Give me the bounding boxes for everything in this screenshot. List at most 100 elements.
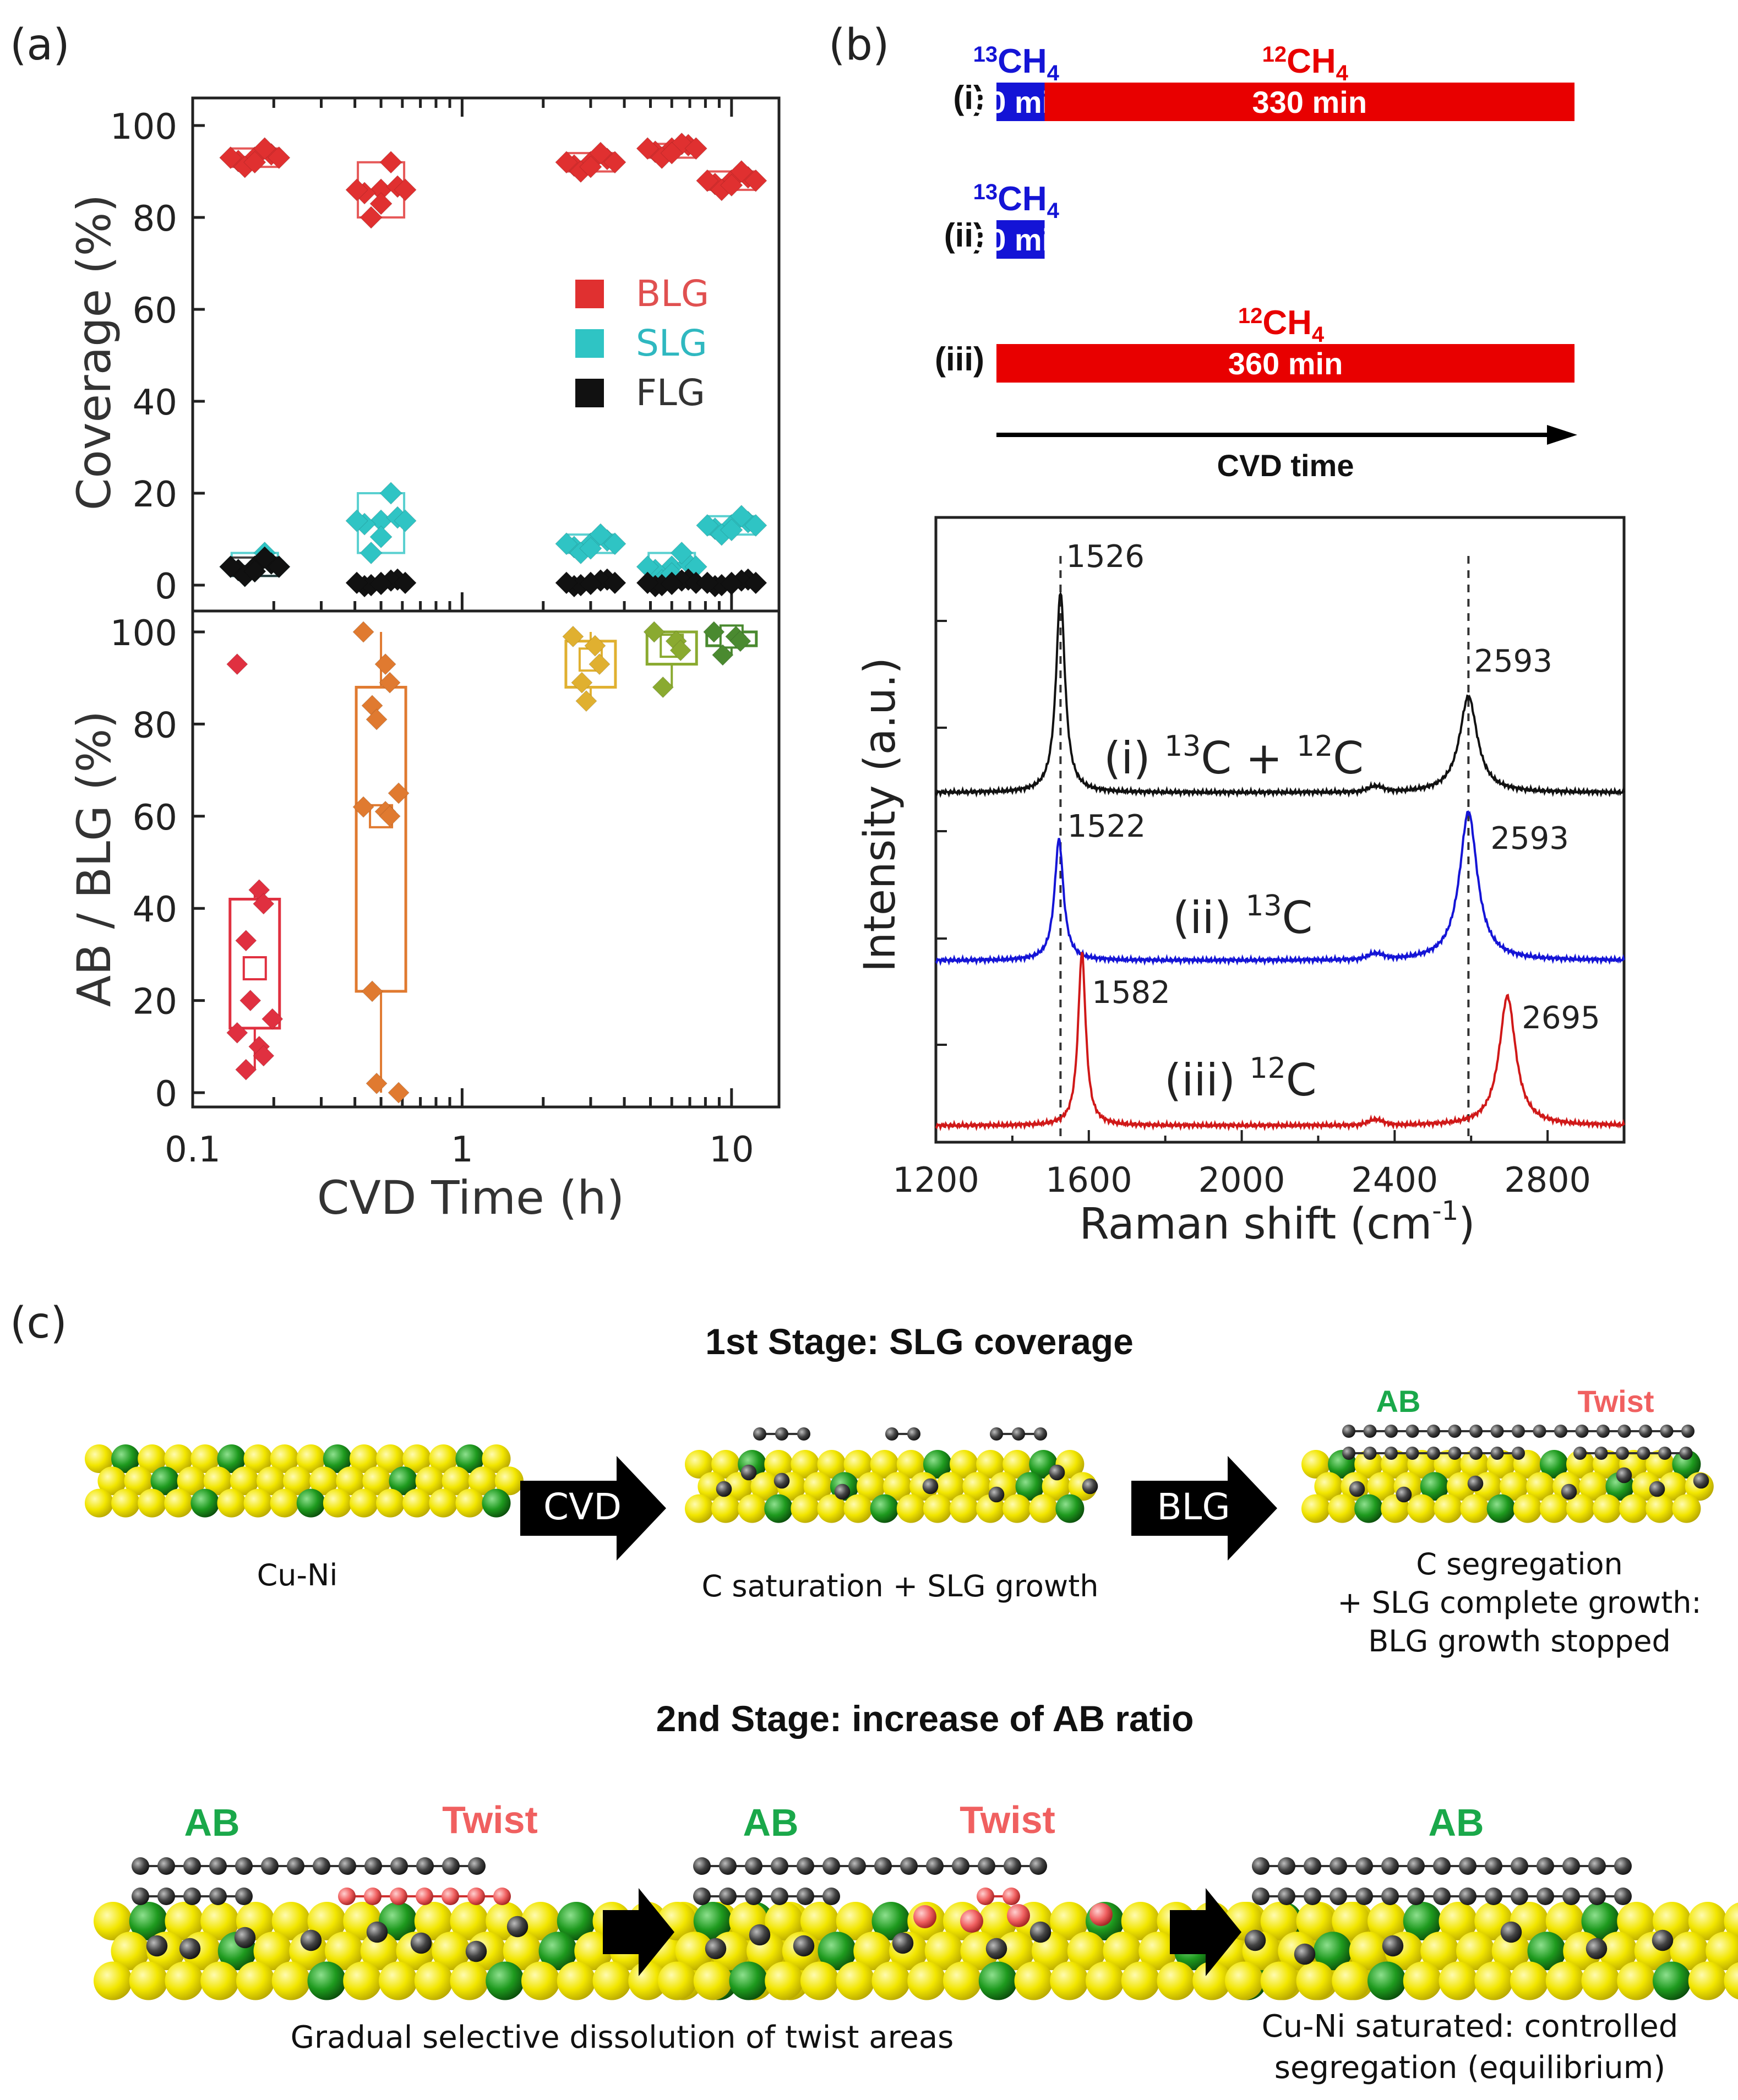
graphene-atom — [822, 1888, 840, 1905]
cu-atom — [450, 1961, 489, 2000]
cu-atom — [1581, 1961, 1620, 2000]
cu-atom — [791, 1494, 820, 1523]
graphene-atom — [1562, 1888, 1580, 1905]
carbon-atom — [1693, 1472, 1709, 1489]
cu-atom — [738, 1494, 767, 1523]
cu-atom — [1491, 1932, 1530, 1971]
a-top-point-flg — [394, 571, 417, 594]
cu-atom — [936, 1472, 965, 1501]
cu-atom — [376, 1488, 405, 1518]
timeline-gas-label: 12CH4 — [1238, 304, 1325, 347]
ni-atom — [323, 1444, 352, 1473]
panel-a-chart: 0 20 40 60 80 100 0 20 40 60 80 100 0.1 1 10 Coverage… — [67, 96, 781, 1225]
graphene-atom — [745, 1857, 762, 1875]
graphene-chain — [753, 1427, 810, 1441]
cu-atom — [350, 1444, 378, 1473]
cu-atom — [442, 1466, 471, 1496]
ni-atom — [1403, 1902, 1442, 1940]
a-bottom-marks — [226, 621, 758, 1104]
graphene-chain — [1252, 1888, 1632, 1905]
label-ab-stage2b: AB — [743, 1801, 798, 1844]
cu-atom — [283, 1466, 312, 1496]
a-bottom-point — [352, 796, 374, 818]
graphene-atom — [235, 1888, 253, 1905]
legend-swatch-flg — [575, 379, 604, 407]
graphene-chain — [338, 1888, 511, 1905]
cu-atom — [243, 1488, 273, 1518]
a-top-point-flg — [345, 571, 368, 594]
a-top-ytick-label: 100 — [110, 107, 177, 148]
cu-atom — [360, 1932, 399, 1971]
a-top-point-blg — [660, 141, 683, 165]
a-top-point-flg — [636, 571, 659, 594]
ni-atom — [1367, 1961, 1406, 2000]
a-top-point-flg — [219, 555, 242, 579]
a-xtick-label: 1 — [451, 1130, 473, 1170]
graphene-chain — [1342, 1425, 1695, 1438]
graphene-atom — [1433, 1857, 1451, 1875]
cu-atom — [1349, 1932, 1388, 1971]
a-bottom-point — [226, 1022, 248, 1044]
graphene-atom — [1573, 1447, 1587, 1460]
graphene-atom — [1278, 1857, 1295, 1875]
carbon-atom — [892, 1932, 914, 1954]
carbon-atom — [773, 1472, 790, 1489]
ni-atom — [729, 1961, 768, 2000]
a-top-point-flg — [603, 571, 626, 594]
cu-atom — [1670, 1932, 1709, 1971]
a-top-point-blg — [684, 137, 707, 160]
cu-atom — [429, 1488, 458, 1518]
cu-atom — [402, 1444, 432, 1473]
carbon-atom — [985, 1938, 1007, 1960]
timeline-row-label: (ii) — [944, 217, 984, 254]
a-top-point-flg — [369, 572, 393, 596]
a-top-point-blg — [636, 137, 659, 160]
cu-atom — [1050, 1902, 1089, 1940]
cu-atom — [165, 1961, 204, 2000]
cu-atom — [871, 1961, 911, 2000]
caption-segregation-3: BLG growth stopped — [1368, 1624, 1671, 1659]
cu-atom — [750, 1472, 780, 1501]
carbon-atom — [1244, 1929, 1266, 1951]
graphene-atom — [416, 1888, 433, 1905]
caption-dissolution: Gradual selective dissolution of twist a… — [291, 2020, 954, 2055]
carbon-atom — [740, 1464, 757, 1481]
graphene-atom — [1562, 1857, 1580, 1875]
a-bottom-point — [652, 676, 674, 699]
cu-atom — [1510, 1961, 1549, 2000]
graphene-atom — [1004, 1857, 1021, 1875]
carbon-atom — [1082, 1478, 1098, 1494]
graphene-atom — [900, 1857, 918, 1875]
stage2-title: 2nd Stage: increase of AB ratio — [656, 1698, 1194, 1739]
a-bottom-point — [379, 805, 401, 827]
cu-atom — [1260, 1961, 1299, 2000]
cu-atom — [711, 1494, 740, 1523]
graphene-atom — [1363, 1425, 1377, 1438]
a-top-ylabel: Coverage (%) — [67, 194, 121, 511]
cu-atom — [230, 1466, 259, 1496]
cu-atom — [996, 1932, 1035, 1971]
graphene-atom — [235, 1857, 253, 1875]
graphene-atom — [287, 1857, 304, 1875]
ni-atom — [693, 1902, 732, 1940]
graphene-chain — [977, 1888, 1020, 1905]
graphene-atom — [1533, 1425, 1546, 1438]
graphene-atom — [1459, 1888, 1477, 1905]
ni-atom — [557, 1902, 596, 1940]
carbon-atom — [1029, 1921, 1051, 1943]
graphene-atom — [1639, 1425, 1652, 1438]
cu-atom — [503, 1932, 542, 1971]
a-top-point-blg — [379, 151, 402, 174]
cu-atom — [450, 1902, 489, 1940]
cu-atom — [803, 1472, 832, 1501]
raman-trace — [935, 810, 1625, 967]
cu-atom — [628, 1961, 667, 2000]
cu-atom — [1617, 1902, 1656, 1940]
ni-atom — [482, 1488, 511, 1518]
cu-atom — [296, 1444, 325, 1473]
cu-atom — [1121, 1961, 1160, 2000]
graphene-atom — [390, 1888, 407, 1905]
cu-atom — [379, 1961, 417, 2000]
cu-atom — [1014, 1961, 1053, 2000]
graphene-atom — [364, 1857, 382, 1875]
